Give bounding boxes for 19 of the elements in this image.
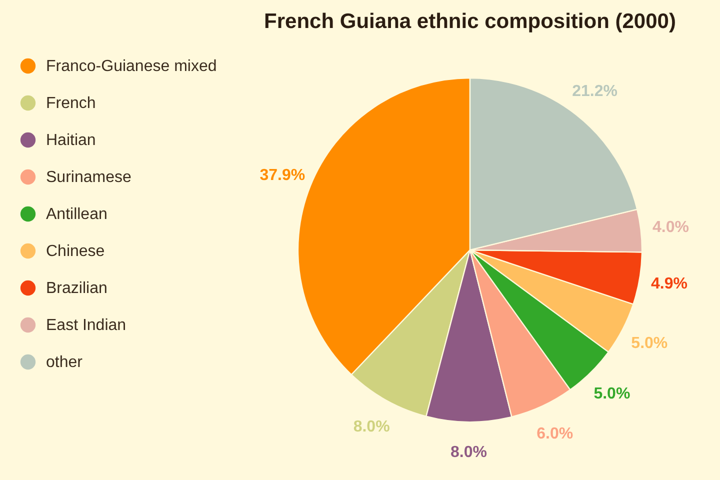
legend-label: Brazilian xyxy=(46,280,108,297)
legend-label: French xyxy=(46,95,96,112)
data-label: 4.0% xyxy=(652,219,689,236)
legend-label: Surinamese xyxy=(46,169,132,186)
data-label: 5.0% xyxy=(594,386,630,403)
legend-label: Antillean xyxy=(46,206,108,223)
legend-label: other xyxy=(46,354,84,371)
data-label: 21.2% xyxy=(572,83,618,100)
legend-label: Chinese xyxy=(46,243,105,260)
data-label: 5.0% xyxy=(631,334,668,352)
legend-label: Haitian xyxy=(46,132,96,149)
data-label: 37.9% xyxy=(260,167,306,184)
legend-label: East Indian xyxy=(46,317,126,334)
data-label: 6.0% xyxy=(536,425,574,442)
data-label: 8.0% xyxy=(450,444,487,461)
chart-title: French Guiana ethnic composition (2000) xyxy=(264,10,676,33)
data-label: 8.0% xyxy=(353,418,390,436)
legend-label: Franco-Guianese mixed xyxy=(46,58,217,75)
data-label: 4.9% xyxy=(650,275,688,292)
